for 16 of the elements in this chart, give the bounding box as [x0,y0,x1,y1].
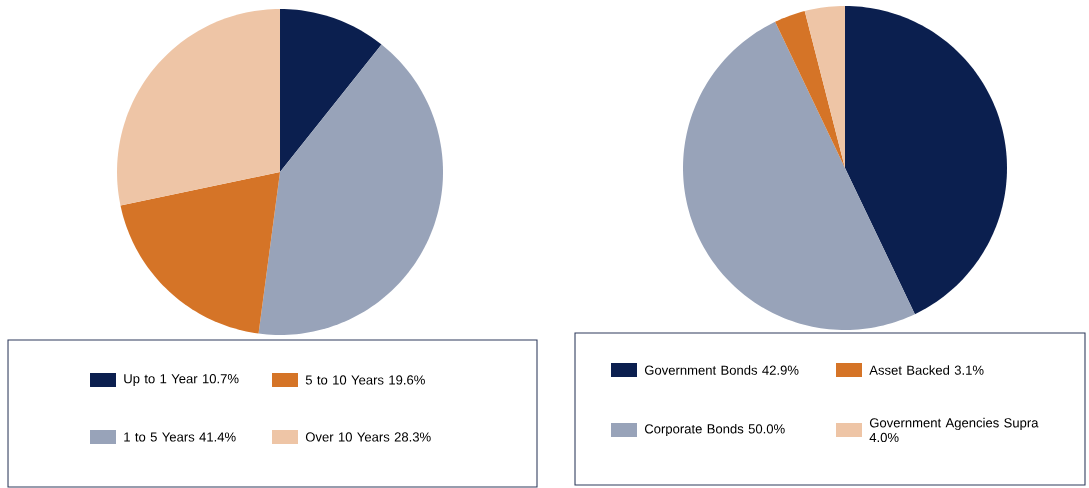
data-label: 4.0% [869,432,899,443]
data-label: 3.1% [954,365,984,375]
legend-label: Up to 1 Year [124,374,198,386]
legend-label: Over 10 Years [305,432,390,442]
legend-label: Government Agencies Supra [869,417,1039,431]
data-label: 42.9% [762,365,799,375]
legend-label: Corporate Bonds [644,423,744,437]
legend-label: Government Bonds [644,365,758,375]
data-label: 50.0% [748,424,785,434]
legend-label: 1 to 5 Years [124,432,195,442]
legend-label: Asset Backed [869,365,950,375]
data-label: 41.4% [199,432,236,442]
data-label: 10.7% [202,374,239,384]
legend-label: 5 to 10 Years [305,375,384,385]
data-label: 19.6% [389,375,425,385]
data-label: 28.3% [394,432,431,442]
